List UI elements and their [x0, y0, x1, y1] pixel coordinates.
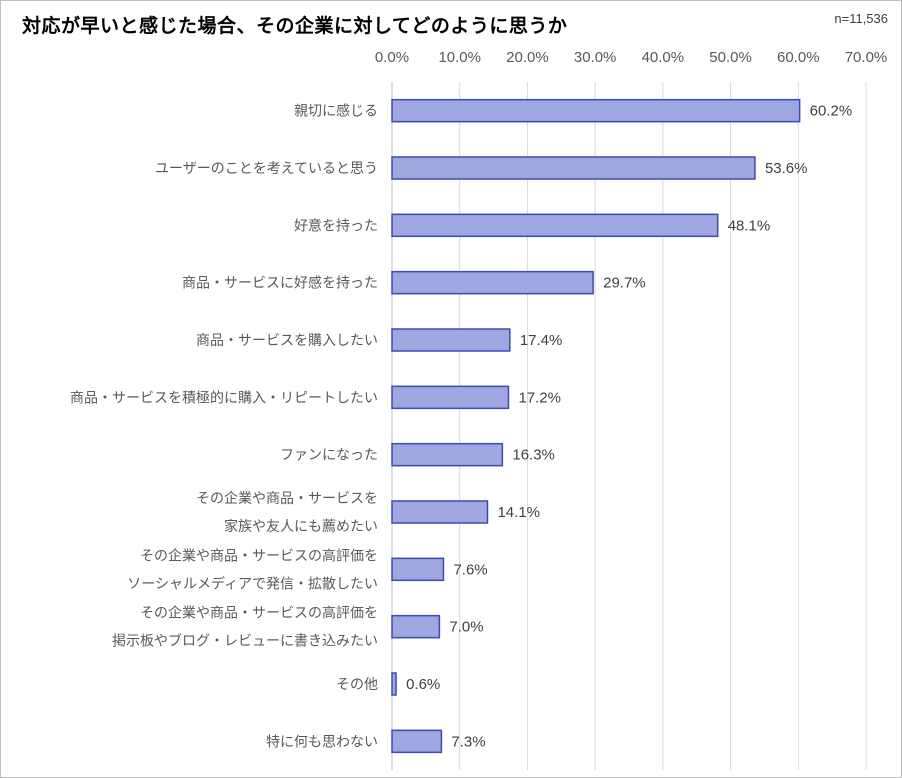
value-label: 48.1% — [728, 217, 771, 234]
category-label: 商品・サービスを購入したい — [196, 333, 378, 349]
x-tick-label: 60.0% — [777, 49, 820, 66]
bar — [391, 442, 504, 467]
category-label: ファンになった — [280, 448, 378, 464]
bar — [391, 557, 445, 582]
bar — [391, 672, 397, 696]
x-tick-label: 30.0% — [574, 49, 617, 66]
category-label: その企業や商品・サービスを — [196, 490, 378, 507]
value-label: 0.6% — [406, 676, 440, 693]
category-label: その企業や商品・サービスの高評価を — [140, 547, 378, 564]
x-tick-label: 20.0% — [506, 49, 549, 66]
category-label: ユーザーのことを考えていると思う — [155, 161, 378, 177]
bar — [391, 98, 801, 123]
category-label: 親切に感じる — [294, 103, 378, 120]
bar — [391, 614, 441, 639]
x-tick-label: 40.0% — [642, 49, 685, 66]
value-label: 16.3% — [512, 447, 555, 464]
value-label: 53.6% — [765, 160, 808, 177]
sample-size-note: n=11,536 — [834, 11, 888, 26]
category-label: 商品・サービスを積極的に購入・リピートしたい — [70, 390, 378, 406]
value-label: 60.2% — [810, 103, 853, 120]
bar — [391, 213, 719, 238]
value-label: 29.7% — [603, 275, 646, 292]
bar — [391, 500, 489, 524]
value-label: 7.6% — [453, 561, 487, 578]
bar — [391, 385, 510, 410]
category-label: その企業や商品・サービスの高評価を — [140, 605, 378, 622]
category-label: ソーシャルメディアで発信・拡散したい — [127, 575, 378, 592]
bar — [391, 328, 511, 352]
chart-title: 対応が早いと感じた場合、その企業に対してどのように思うか — [22, 15, 568, 37]
bar — [391, 729, 443, 754]
category-label: 特に何も思わない — [266, 734, 378, 750]
category-label: その他 — [336, 677, 378, 693]
bar — [391, 156, 756, 180]
category-label: 家族や友人にも薦めたい — [224, 518, 378, 535]
x-tick-label: 50.0% — [709, 49, 752, 66]
value-label: 7.3% — [451, 733, 485, 750]
category-label: 好意を持った — [294, 217, 378, 234]
value-label: 7.0% — [449, 619, 483, 636]
category-label: 掲示板やブログ・レビューに書き込みたい — [112, 633, 378, 650]
x-tick-label: 10.0% — [438, 49, 481, 66]
x-tick-label: 70.0% — [845, 49, 888, 66]
value-label: 14.1% — [497, 504, 540, 521]
value-label: 17.4% — [520, 332, 563, 349]
x-tick-label: 0.0% — [375, 49, 409, 66]
bar — [391, 270, 594, 295]
category-label: 商品・サービスに好感を持った — [182, 275, 378, 292]
value-label: 17.2% — [518, 389, 561, 406]
